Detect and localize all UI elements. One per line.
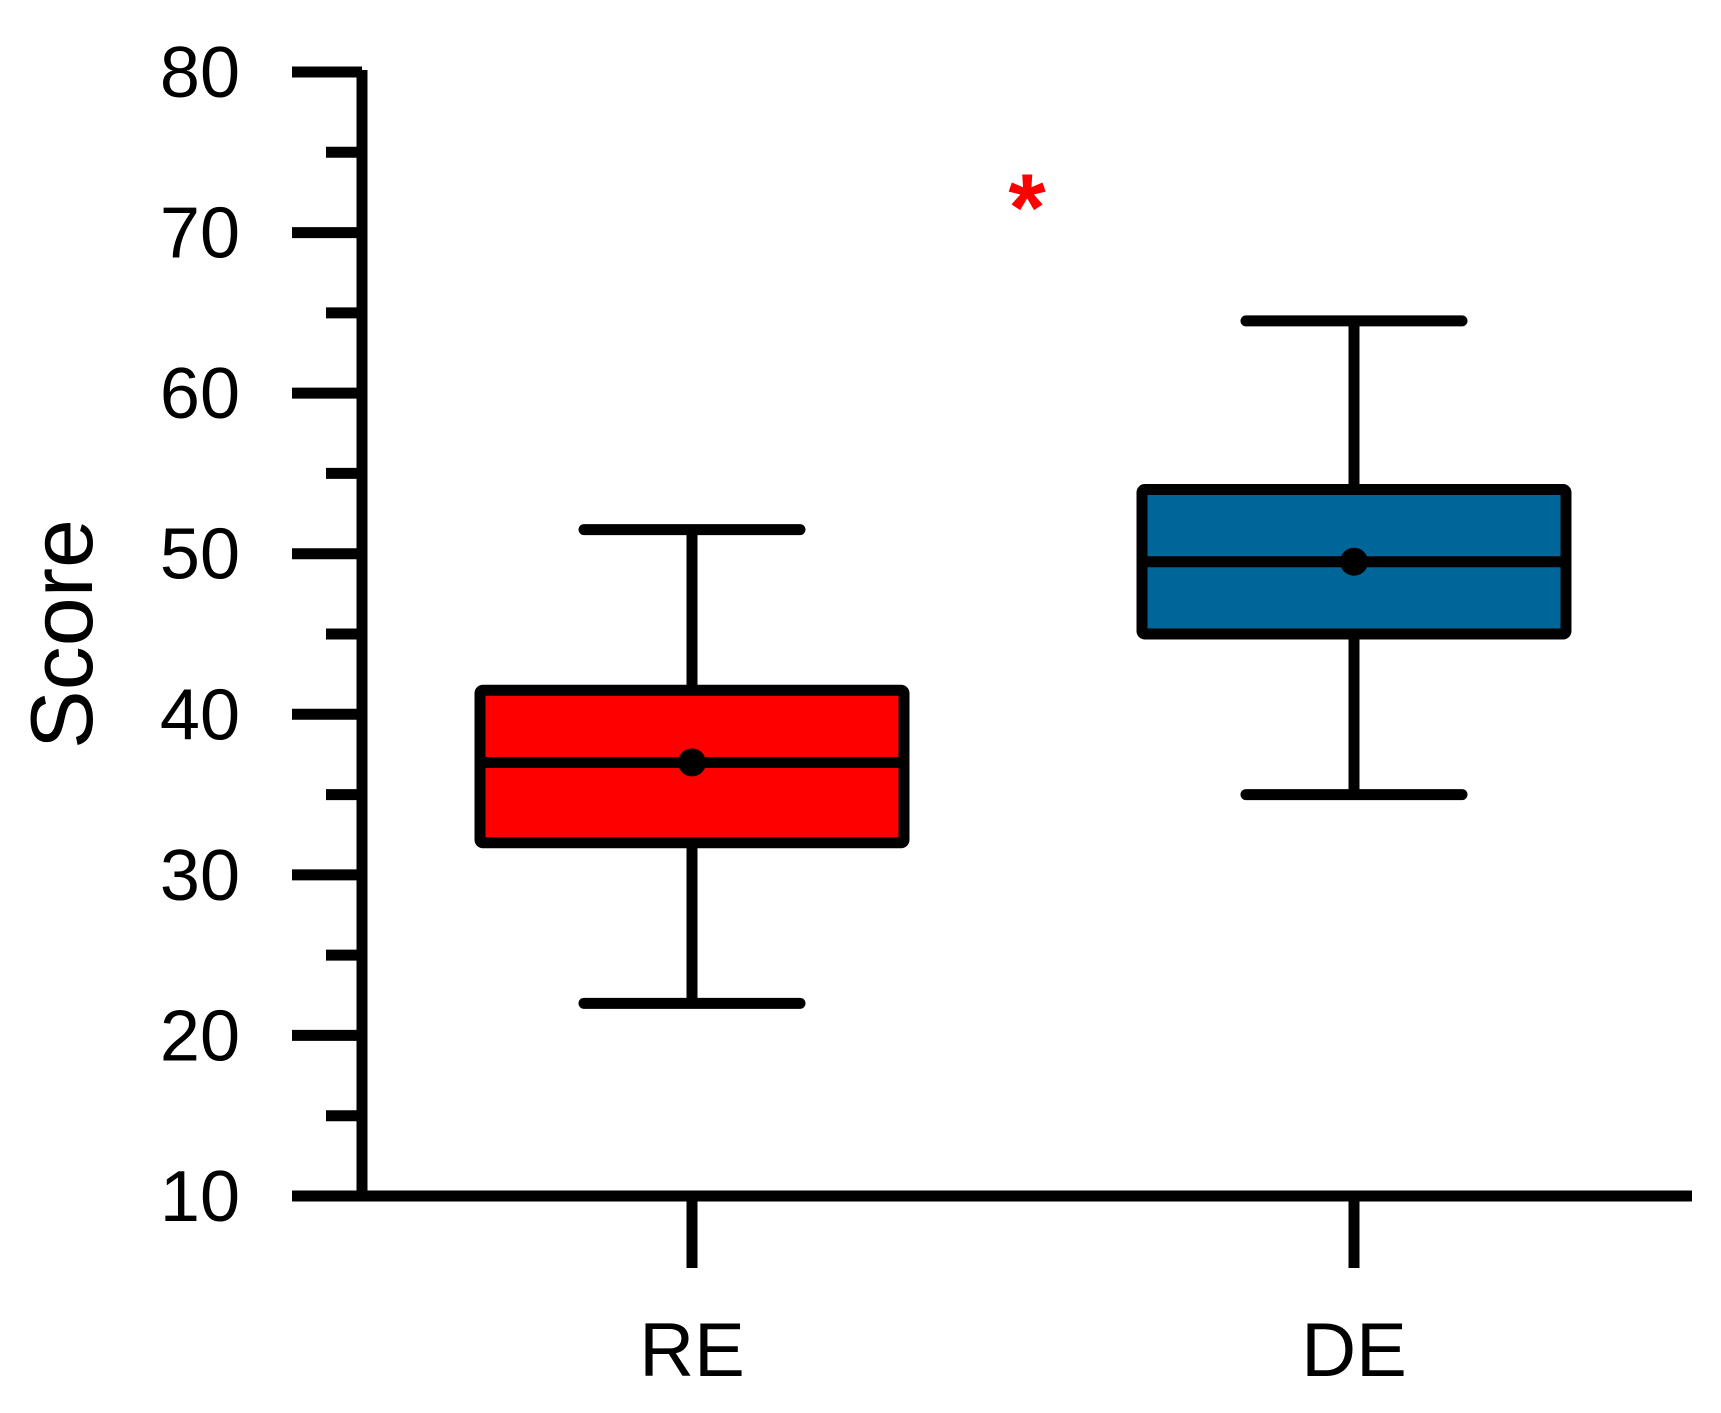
y-tick-label: 40	[160, 675, 240, 755]
y-tick-label: 30	[160, 836, 240, 916]
y-tick-label: 70	[160, 194, 240, 274]
y-tick-label: 10	[160, 1157, 240, 1237]
y-tick-label: 50	[160, 515, 240, 595]
boxes	[474, 315, 1572, 1009]
y-tick-label: 80	[160, 33, 240, 113]
x-tick-label: RE	[639, 1308, 745, 1393]
box-group-de	[1136, 315, 1572, 801]
box-group-re	[474, 524, 910, 1009]
y-axis-label: Score	[12, 519, 111, 749]
mean-marker	[678, 748, 706, 777]
x-tick-label: DE	[1301, 1308, 1407, 1393]
mean-marker	[1340, 547, 1368, 576]
y-tick-label: 20	[160, 996, 240, 1076]
axes: 10 20 30 40 50 60 70 80 Score RE DE	[12, 33, 1692, 1393]
significance-asterisk: *	[1008, 154, 1046, 261]
y-tick-label: 60	[160, 354, 240, 434]
annotations: *	[1008, 154, 1046, 261]
